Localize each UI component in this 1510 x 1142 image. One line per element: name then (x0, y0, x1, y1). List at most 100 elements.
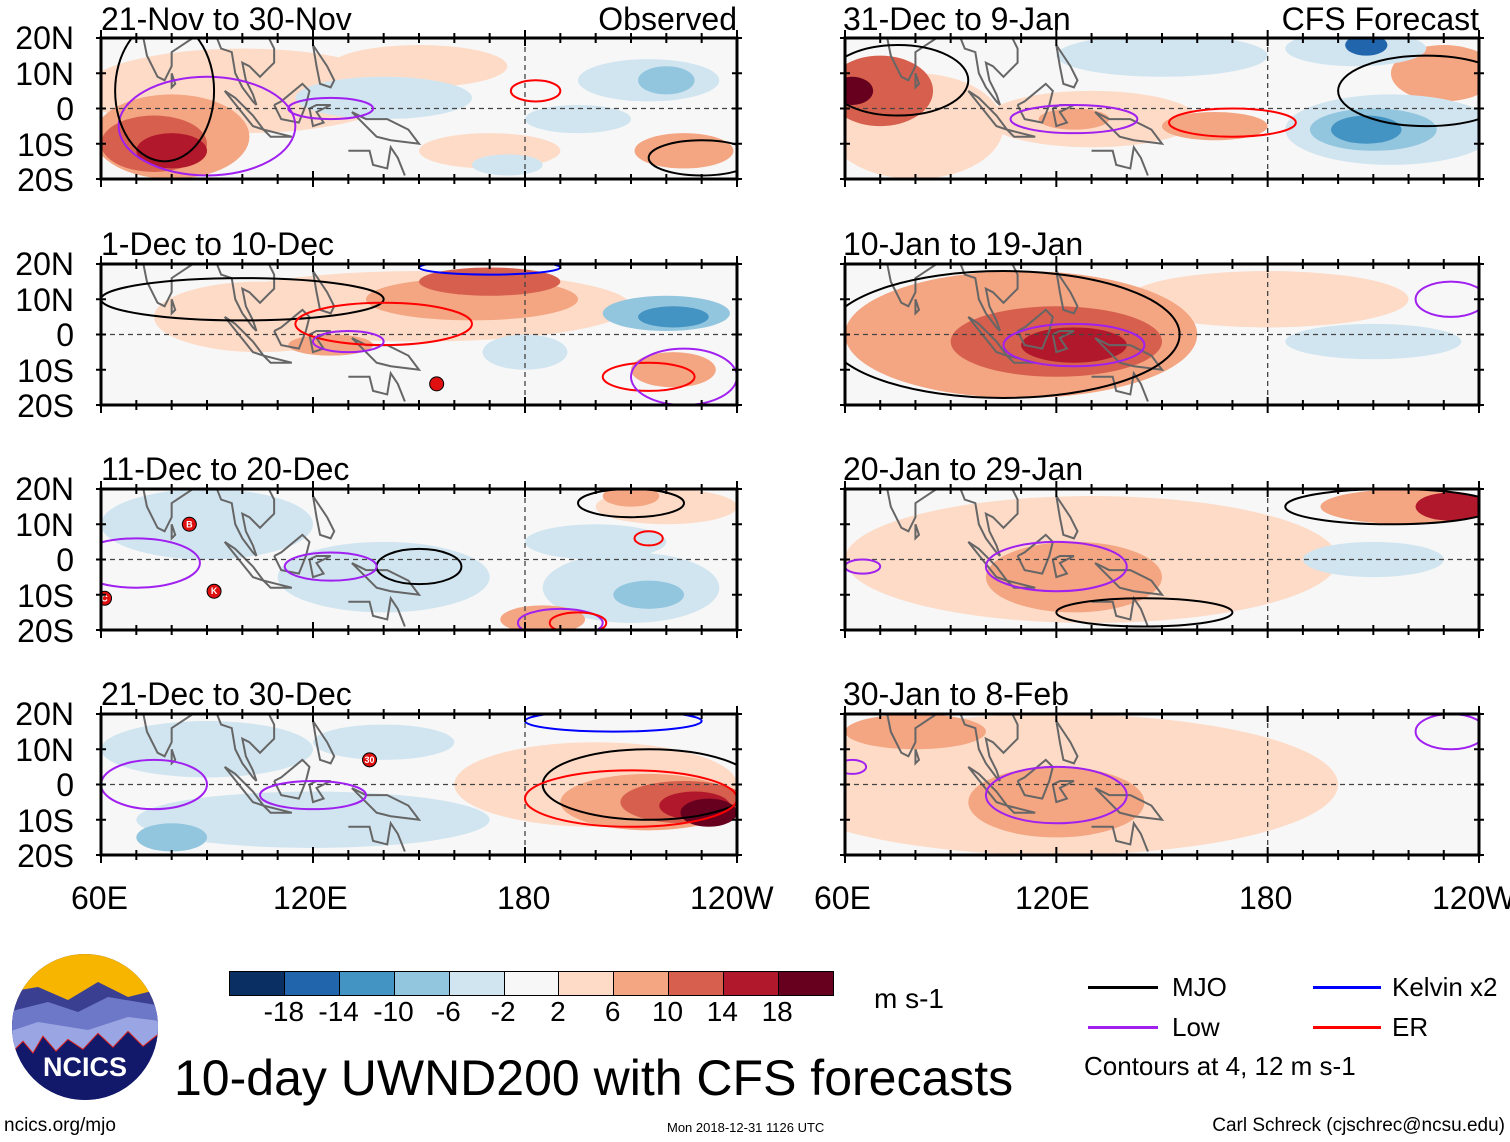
coastline (885, 714, 1019, 782)
map-panel (96, 256, 742, 413)
coastline (262, 128, 293, 138)
tropical-cyclone-icon: 30 (362, 752, 378, 768)
contour-low (101, 537, 201, 589)
legend-line-low (1088, 1026, 1158, 1029)
colorbar-tick-label: 6 (604, 996, 621, 1027)
coastline (348, 370, 406, 402)
coastline (1016, 82, 1054, 124)
wind-anomaly-region (1390, 45, 1479, 102)
map-panel (840, 706, 1484, 863)
colorbar-tick-label: 2 (550, 996, 566, 1027)
lat-label: 10S (17, 802, 74, 839)
coastline (141, 714, 276, 782)
panel-title: 21-Nov to 30-Nov (101, 1, 352, 37)
wind-anomaly-region (1327, 552, 1384, 574)
colorbar-swatch (613, 972, 669, 995)
contour-mjo (101, 277, 385, 322)
coastline (1051, 329, 1075, 354)
coastline (914, 523, 921, 541)
wind-anomaly-region (525, 104, 631, 134)
colorbar-swatch (778, 972, 833, 995)
coastline (312, 270, 336, 315)
lat-label: 20S (17, 613, 74, 649)
lon-label: 120E (1015, 880, 1090, 916)
contour-low (845, 558, 882, 575)
wind-anomaly-region (845, 55, 934, 127)
wind-anomaly-region (638, 306, 709, 328)
coastline (1091, 595, 1149, 627)
colorbar-tick-label: -18 (263, 996, 305, 1027)
wind-anomaly-region (1345, 38, 1388, 56)
coastline (1055, 44, 1079, 89)
coastline (885, 264, 1019, 332)
contour-low (101, 758, 208, 811)
wind-anomaly-region (313, 724, 455, 760)
coastline (351, 562, 422, 597)
legend-label-low: Low (1172, 1012, 1220, 1042)
coastline (262, 804, 293, 814)
coastline (312, 44, 336, 89)
tropical-cyclone-icon: K (206, 583, 222, 599)
contour-low (259, 779, 367, 811)
contour-mjo (845, 270, 1181, 399)
panel-title: 11-Dec to 20-Dec (101, 451, 350, 487)
contour-low (287, 96, 375, 121)
lat-label: 20N (15, 246, 74, 282)
coastline (312, 495, 336, 540)
wind-anomaly-region (1056, 38, 1268, 77)
contour-er (294, 301, 473, 347)
legend-label-er: ER (1392, 1012, 1429, 1042)
contour-low (1414, 280, 1479, 318)
wind-anomaly-region (1415, 492, 1479, 521)
contour-mjo (845, 44, 970, 117)
lat-label: 10S (17, 577, 74, 614)
forecast-label: CFS Forecast (1281, 1, 1479, 37)
site-link[interactable]: ncics.org/mjo (4, 1115, 116, 1136)
coastline (1091, 370, 1149, 402)
contour-mjo (1055, 597, 1234, 628)
coastline (351, 787, 422, 822)
colorbar-unit: m s-1 (874, 983, 944, 1014)
coastline (141, 38, 276, 106)
coastline (914, 748, 921, 766)
contour-low (1009, 103, 1139, 135)
colorbar-swatch (448, 972, 504, 995)
coastline (1094, 562, 1165, 597)
contour-low (1002, 322, 1146, 368)
lat-label: 20S (17, 388, 74, 424)
map-panel (840, 256, 1484, 413)
contour-mjo (1284, 489, 1479, 526)
coastline (348, 820, 406, 852)
coastline (308, 103, 332, 128)
contour-er (633, 530, 664, 547)
coastline (1016, 308, 1054, 350)
coastline (141, 489, 276, 557)
wind-anomaly-region (634, 133, 734, 169)
coastline (348, 595, 406, 627)
lat-label: 10N (15, 55, 74, 92)
figure-title: 10-day UWND200 with CFS forecasts (174, 1050, 1014, 1106)
cyclone-label: 30 (365, 755, 375, 765)
cyclone-label: C (101, 593, 108, 603)
colorbar-tick-label: -10 (373, 996, 414, 1027)
map-panel (96, 30, 742, 187)
coastline (1016, 533, 1054, 575)
coastline (348, 144, 406, 176)
legend-label-kelvin: Kelvin x2 (1392, 972, 1498, 1002)
legend-line-mjo (1088, 986, 1158, 989)
colorbar-swatch (668, 972, 724, 995)
contour-low (312, 329, 385, 354)
contour-low (283, 551, 378, 582)
coastline (1051, 554, 1075, 579)
panel-title: 21-Dec to 30-Dec (101, 676, 352, 712)
coastline (1094, 337, 1165, 372)
coastline (273, 82, 311, 124)
wind-anomaly-region (288, 334, 374, 356)
lon-label: 120W (690, 880, 774, 916)
coastline (312, 720, 336, 765)
lat-label: 20N (15, 471, 74, 507)
coastline (273, 758, 311, 800)
wind-anomaly-region (500, 605, 586, 630)
colorbar-swatch (338, 972, 394, 995)
